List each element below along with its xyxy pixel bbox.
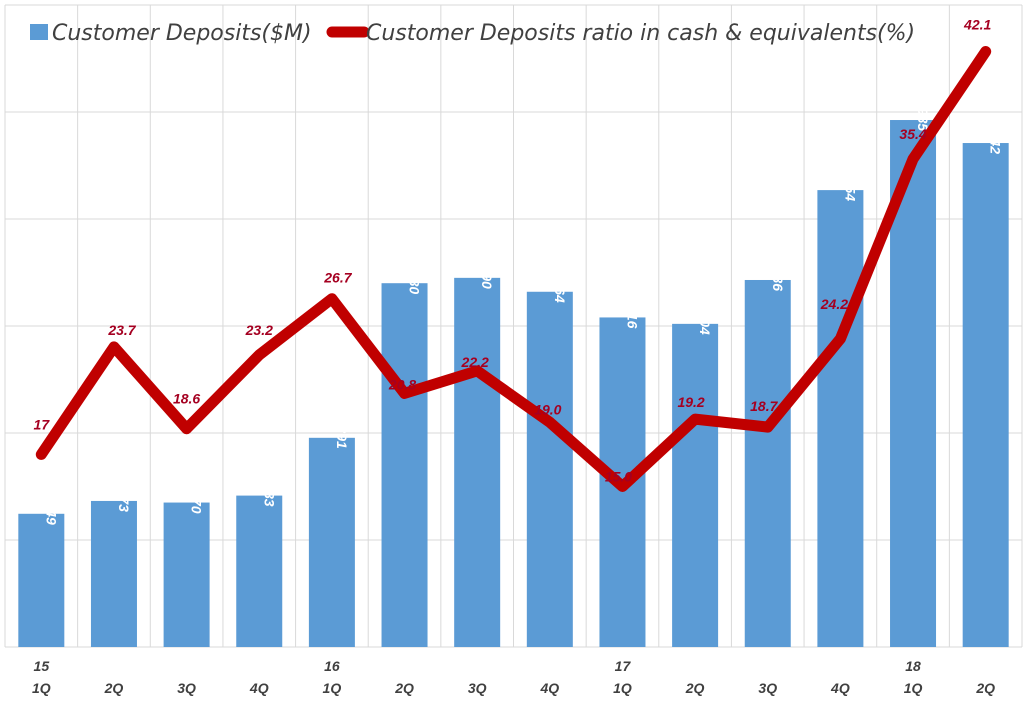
line-label: 15.0 (605, 469, 632, 485)
bar (163, 502, 210, 647)
x-tick-quarter: 4Q (249, 680, 269, 696)
line-label: 24.2 (820, 296, 848, 312)
x-tick-year: 16 (324, 658, 340, 674)
bar-label: 664 (552, 279, 568, 303)
line-label: 23.2 (245, 322, 273, 338)
line-label: 19.0 (534, 401, 561, 417)
bar (672, 323, 719, 647)
line-label: 18.7 (750, 398, 778, 414)
legend-bar-label: Customer Deposits($M) (52, 21, 312, 46)
bar (381, 283, 428, 647)
bar-label: 270 (189, 489, 205, 514)
x-tick-quarter: 2Q (104, 680, 124, 696)
bar-label: 616 (624, 305, 640, 329)
line-label: 19.2 (677, 394, 704, 410)
x-tick-quarter: 2Q (975, 680, 995, 696)
bar-label: 604 (697, 312, 713, 336)
x-tick-year: 15 (34, 658, 50, 674)
line-label: 20.8 (388, 376, 416, 392)
bar (308, 437, 355, 647)
x-tick-quarter: 4Q (830, 680, 850, 696)
bar-label: 680 (407, 271, 423, 295)
bar (744, 279, 791, 647)
x-tick-quarter: 2Q (685, 680, 705, 696)
line-data-labels: 17 23.7 18.6 23.2 26.7 20.8 22.2 19.0 15.0 19.2 18… (34, 17, 992, 485)
line-series (35, 46, 992, 492)
line-label: 26.7 (323, 270, 352, 286)
x-tick-quarter: 3Q (177, 680, 196, 696)
bar-label: 690 (479, 265, 495, 289)
line-label: 22.2 (461, 354, 489, 370)
x-tick-quarter: 2Q (394, 680, 414, 696)
x-tick-quarter: 3Q (758, 680, 777, 696)
x-tick-quarter: 4Q (539, 680, 559, 696)
bar-label: 273 (116, 488, 132, 513)
bar (90, 500, 137, 647)
bar-label: 985 (915, 108, 931, 132)
x-tick-year: 17 (615, 658, 632, 674)
legend-bar-swatch (30, 24, 48, 40)
bar (454, 277, 501, 647)
legend: Customer Deposits($M) Customer Deposits … (30, 21, 915, 46)
line-label: 17 (34, 416, 51, 432)
ratio-line (35, 46, 992, 492)
x-axis-ticks: 15 1Q 2Q 3Q 4Q 16 1Q 2Q 3Q 4Q 17 1Q 2Q 3Q 4Q 18 1Q 2Q (32, 658, 995, 696)
x-tick-quarter: 1Q (32, 680, 51, 696)
bar-label: 249 (43, 500, 59, 525)
bar-label: 854 (842, 178, 858, 202)
bar-label: 686 (770, 268, 786, 292)
x-tick-quarter: 3Q (468, 680, 487, 696)
line-label: 42.1 (963, 17, 991, 33)
bar-label: 942 (988, 131, 1004, 155)
bar (18, 513, 65, 647)
x-tick-quarter: 1Q (613, 680, 632, 696)
bar-label: 283 (261, 482, 277, 507)
bar-series (18, 120, 1009, 648)
x-tick-quarter: 1Q (904, 680, 923, 696)
line-label: 23.7 (107, 322, 136, 338)
bar-label: 391 (334, 425, 350, 449)
bar (236, 495, 283, 647)
bar (526, 291, 573, 647)
bar-data-labels: 249 273 270 283 391 680 690 664 616 604 686 854 985 9… (43, 108, 1003, 525)
legend-line-label: Customer Deposits ratio in cash & equiva… (366, 21, 915, 46)
bar (962, 143, 1009, 647)
gridlines (4, 4, 1023, 648)
x-tick-quarter: 1Q (323, 680, 342, 696)
line-label: 18.6 (173, 391, 200, 407)
x-tick-year: 18 (905, 658, 921, 674)
line-label: 35.4 (899, 126, 926, 142)
bar (817, 190, 864, 648)
